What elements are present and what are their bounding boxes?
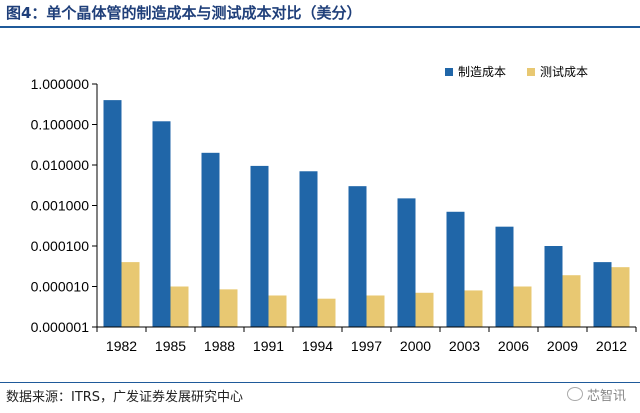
x-tick-label: 2003 [449,338,480,354]
legend-swatch [527,68,535,76]
bottom-rule [0,382,640,383]
x-tick-label: 2009 [547,338,578,354]
y-tick-label: 0.000001 [31,319,90,335]
legend: 制造成本 测试成本 [445,64,588,79]
bar-test-cost [219,289,238,327]
x-tick-label: 2000 [400,338,431,354]
x-tick-label: 1997 [351,338,382,354]
bar-test-cost [268,295,287,327]
bar-manufacturing-cost [397,198,416,327]
y-tick-label: 0.000100 [31,238,90,254]
bar-manufacturing-cost [348,186,367,327]
bar-test-cost [513,286,532,327]
y-tick-label: 1.000000 [31,76,90,92]
x-tick-label: 1988 [204,338,235,354]
bar-chart: 1.000000 0.100000 0.010000 0.001000 0.000100… [31,64,637,354]
bar-manufacturing-cost [446,211,465,327]
y-tick-label: 0.001000 [31,198,90,214]
bar-test-cost [611,267,630,327]
title-rule [0,26,640,28]
legend-label: 制造成本 [458,65,506,79]
bar-manufacturing-cost [544,246,563,327]
bar-manufacturing-cost [495,226,514,327]
x-tick-label: 2012 [596,338,627,354]
bar-test-cost [121,262,140,327]
bar-test-cost [464,290,483,327]
bar-test-cost [562,275,581,327]
watermark-text: 芯智讯 [586,389,626,404]
bar-manufacturing-cost [201,152,220,327]
bar-test-cost [415,292,434,327]
y-tick-label: 0.010000 [31,157,90,173]
bar-test-cost [366,295,385,327]
figure-title: 图4：单个晶体管的制造成本与测试成本对比（美分） [6,4,362,22]
x-axis: 1982 1985 1988 1991 1994 1997 2000 2003 2006 2009… [96,326,637,354]
bars [103,100,630,328]
x-tick-label: 1991 [253,338,284,354]
y-tick-label: 0.100000 [31,117,90,133]
bar-manufacturing-cost [299,171,318,327]
watermark: 芯智讯 [566,385,626,404]
x-tick-label: 1994 [302,338,333,354]
x-tick-label: 2006 [498,338,529,354]
source-note: 数据来源：ITRS，广发证券发展研究中心 [6,390,244,405]
wechat-icon [566,387,583,401]
bar-manufacturing-cost [103,100,122,327]
bar-test-cost [170,286,189,327]
x-tick-label: 1985 [155,338,186,354]
x-tick-label: 1982 [106,338,137,354]
legend-label: 测试成本 [540,64,588,79]
bar-manufacturing-cost [152,121,171,328]
y-tick-label: 0.000010 [31,279,90,295]
legend-swatch [445,68,453,76]
bar-manufacturing-cost [593,262,612,327]
bar-manufacturing-cost [250,165,269,327]
y-axis: 1.000000 0.100000 0.010000 0.001000 0.000100… [31,76,98,335]
bar-test-cost [317,298,336,327]
